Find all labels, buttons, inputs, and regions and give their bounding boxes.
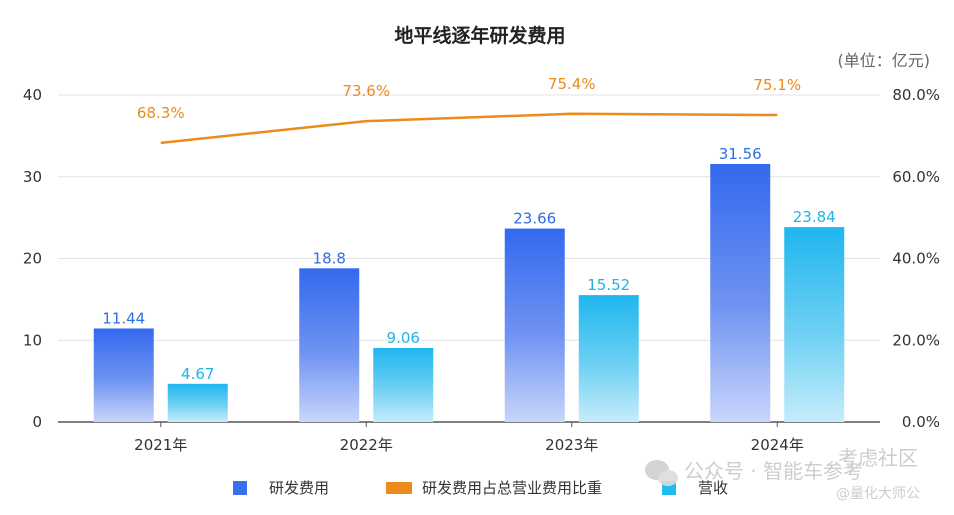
bar-revenue-label: 23.84 bbox=[793, 208, 836, 226]
bar-revenue-label: 4.67 bbox=[181, 365, 214, 383]
right-tick-label: 0.0% bbox=[902, 413, 940, 431]
bar-revenue bbox=[578, 295, 639, 422]
category-label: 2023年 bbox=[545, 436, 598, 454]
category-label: 2024年 bbox=[751, 436, 804, 454]
right-tick-label: 20.0% bbox=[892, 331, 940, 349]
ratio-point-label: 75.1% bbox=[753, 76, 801, 94]
left-tick-label: 40 bbox=[23, 86, 42, 104]
wechat-icon bbox=[645, 460, 678, 486]
category-label: 2021年 bbox=[134, 436, 187, 454]
legend: 研发费用 研发费用占总营业费用比重 营收 bbox=[233, 479, 728, 497]
bar-revenue bbox=[167, 383, 228, 422]
x-axis: 2021年 2022年 2023年 2024年 bbox=[134, 422, 804, 454]
right-tick-label: 60.0% bbox=[892, 168, 940, 186]
right-tick-label: 80.0% bbox=[892, 86, 940, 104]
ratio-point-label: 68.3% bbox=[137, 104, 185, 122]
right-axis: 0.0% 20.0% 40.0% 60.0% 80.0% bbox=[892, 86, 940, 431]
legend-swatch-ratio bbox=[386, 482, 412, 494]
watermark-corner: 考虑社区 bbox=[838, 446, 918, 470]
bar-rd bbox=[93, 328, 154, 422]
bar-rd bbox=[710, 163, 771, 422]
watermark-line2: @量化大师公 bbox=[836, 486, 920, 502]
legend-label: 研发费用 bbox=[269, 479, 329, 497]
bar-rd-label: 18.8 bbox=[313, 249, 346, 267]
ratio-line-path bbox=[160, 112, 778, 145]
bar-revenue-label: 15.52 bbox=[587, 276, 630, 294]
left-tick-label: 10 bbox=[23, 331, 42, 349]
watermark: 公众号 · 智能车参考 @量化大师公 考虑社区 bbox=[645, 446, 920, 502]
chart-title: 地平线逐年研发费用 bbox=[394, 24, 565, 47]
bar-rd-label: 31.56 bbox=[719, 145, 762, 163]
bar-rd-label: 11.44 bbox=[102, 309, 145, 327]
bar-revenue bbox=[784, 227, 845, 422]
bar-rd-label: 23.66 bbox=[513, 210, 556, 228]
bars: 11.44 4.67 18.8 9.06 23.66 15.52 31.56 23.84 bbox=[93, 145, 845, 422]
bar-revenue-label: 9.06 bbox=[387, 329, 420, 347]
legend-label: 营收 bbox=[698, 479, 728, 497]
left-tick-label: 30 bbox=[23, 168, 42, 186]
bar-revenue bbox=[373, 347, 434, 422]
legend-label: 研发费用占总营业费用比重 bbox=[422, 479, 602, 497]
watermark-line1: 公众号 · 智能车参考 bbox=[684, 459, 863, 483]
right-tick-label: 40.0% bbox=[892, 250, 940, 268]
ratio-line: 68.3% 73.6% 75.4% 75.1% bbox=[137, 75, 801, 145]
ratio-point-label: 75.4% bbox=[548, 75, 596, 93]
bar-rd bbox=[504, 228, 565, 422]
left-axis: 0 10 20 30 40 bbox=[23, 86, 42, 431]
category-label: 2022年 bbox=[340, 436, 393, 454]
left-tick-label: 0 bbox=[32, 413, 42, 431]
legend-swatch-rd bbox=[233, 481, 247, 495]
unit-note: (单位：亿元) bbox=[838, 51, 931, 70]
ratio-point-label: 73.6% bbox=[342, 82, 390, 100]
left-tick-label: 20 bbox=[23, 250, 42, 268]
bar-rd bbox=[299, 268, 360, 422]
